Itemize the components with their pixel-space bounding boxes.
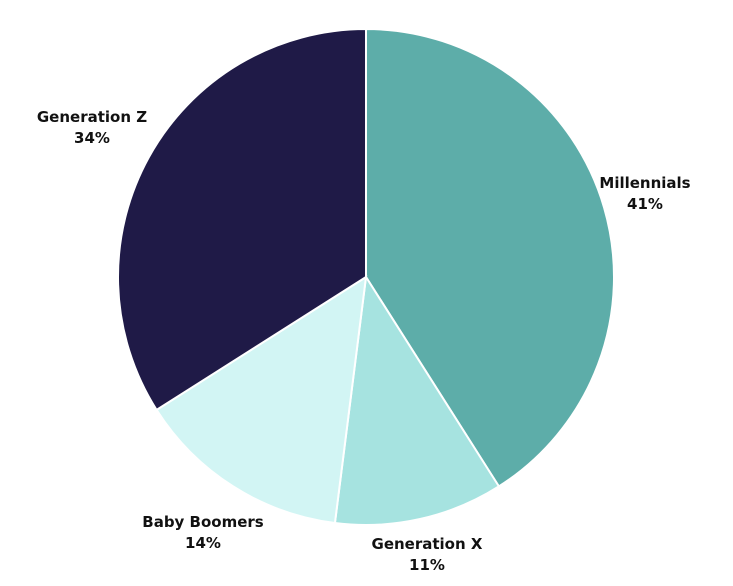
slice-name: Baby Boomers [142, 513, 264, 531]
slice-percent: 41% [627, 195, 663, 213]
slice-percent: 11% [409, 556, 445, 574]
pie-slice-baby-boomers [155, 275, 368, 525]
slice-percent: 14% [185, 534, 221, 552]
pie-slices [117, 27, 615, 526]
pie-slice-generation-x [333, 274, 501, 526]
slice-percent: 34% [74, 129, 110, 147]
slice-name: Generation X [372, 535, 483, 553]
slice-label-generation-z: Generation Z 34% [37, 108, 147, 147]
slice-name: Millennials [599, 174, 690, 192]
slice-name: Generation Z [37, 108, 147, 126]
slice-label-millennials: Millennials 41% [599, 174, 690, 213]
slice-label-generation-x: Generation X 11% [372, 535, 483, 574]
pie-labels: Millennials 41% Generation X 11% Baby Boomer… [37, 108, 691, 574]
pie-slice-millennials [365, 27, 615, 488]
slice-label-baby-boomers: Baby Boomers 14% [142, 513, 264, 552]
pie-slice-generation-z [117, 27, 367, 412]
